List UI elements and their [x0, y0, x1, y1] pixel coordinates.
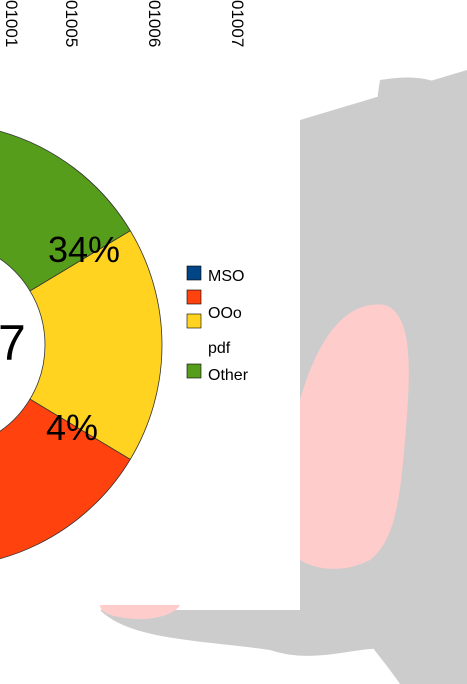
donut-center-value: 7	[0, 315, 26, 371]
background-inner-shape	[300, 304, 409, 569]
legend-label: MSO	[208, 268, 244, 285]
donut-slice-pdf	[29, 230, 163, 460]
donut-slice-other	[0, 130, 131, 292]
top-label: 01001	[2, 0, 21, 47]
legend-swatch	[186, 313, 202, 329]
top-labels: 01001 01005 01006 01007	[2, 0, 247, 47]
legend-item-ooo: OOo	[186, 289, 242, 322]
legend-label: Other	[208, 367, 249, 384]
legend-label: OOo	[208, 305, 242, 322]
donut-chart	[0, 130, 163, 560]
top-label: 01006	[145, 0, 164, 47]
top-label: 01005	[62, 0, 81, 47]
legend-item-mso: MSO	[186, 265, 244, 285]
slice-label-pdf: 4%	[46, 407, 98, 448]
legend-swatch	[186, 265, 202, 281]
slice-label-other: 34%	[48, 229, 120, 270]
background-inner-shape-bottom	[100, 605, 180, 620]
donut-slice-ooo	[0, 398, 131, 560]
legend-item-other: Other	[186, 363, 249, 384]
top-label: 01007	[228, 0, 247, 47]
legend-swatch	[186, 363, 202, 379]
legend-item-pdf: pdf	[186, 313, 231, 357]
legend-swatch	[186, 289, 202, 305]
legend: MSO OOo pdf Other	[186, 265, 249, 384]
legend-label: pdf	[208, 340, 231, 357]
